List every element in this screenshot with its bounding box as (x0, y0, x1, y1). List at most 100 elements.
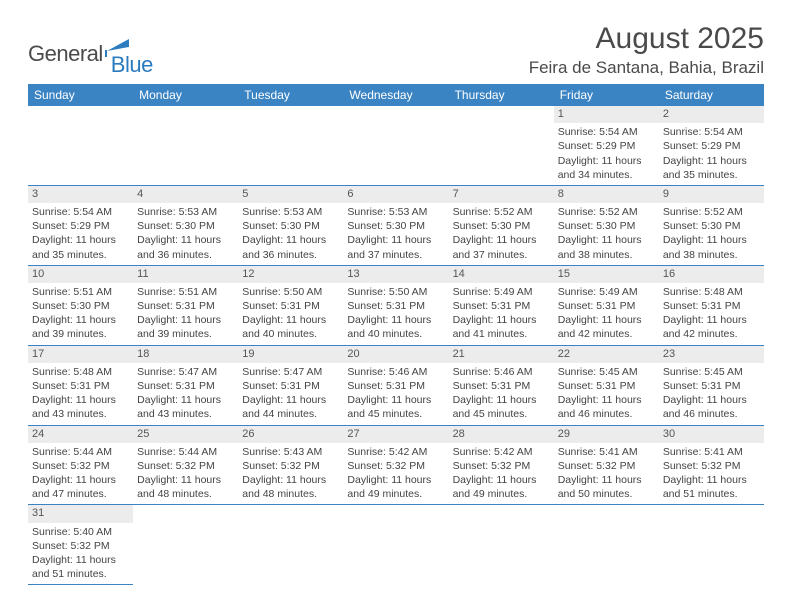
calendar-cell: 28Sunrise: 5:42 AMSunset: 5:32 PMDayligh… (449, 425, 554, 505)
calendar-cell: 30Sunrise: 5:41 AMSunset: 5:32 PMDayligh… (659, 425, 764, 505)
calendar-cell: 9Sunrise: 5:52 AMSunset: 5:30 PMDaylight… (659, 185, 764, 265)
calendar-cell: 19Sunrise: 5:47 AMSunset: 5:31 PMDayligh… (238, 345, 343, 425)
calendar-cell: 20Sunrise: 5:46 AMSunset: 5:31 PMDayligh… (343, 345, 448, 425)
calendar-cell: 31Sunrise: 5:40 AMSunset: 5:32 PMDayligh… (28, 505, 133, 585)
calendar-cell: 11Sunrise: 5:51 AMSunset: 5:31 PMDayligh… (133, 265, 238, 345)
weekday-header-row: Sunday Monday Tuesday Wednesday Thursday… (28, 84, 764, 106)
day-number: 14 (449, 266, 554, 283)
day-info: Sunrise: 5:47 AMSunset: 5:31 PMDaylight:… (238, 363, 343, 425)
day-info: Sunrise: 5:41 AMSunset: 5:32 PMDaylight:… (659, 443, 764, 505)
calendar-row: 1Sunrise: 5:54 AMSunset: 5:29 PMDaylight… (28, 106, 764, 185)
logo-text-general: General (28, 41, 103, 67)
calendar-cell: 26Sunrise: 5:43 AMSunset: 5:32 PMDayligh… (238, 425, 343, 505)
calendar-row: 3Sunrise: 5:54 AMSunset: 5:29 PMDaylight… (28, 185, 764, 265)
day-info: Sunrise: 5:53 AMSunset: 5:30 PMDaylight:… (343, 203, 448, 265)
day-info: Sunrise: 5:44 AMSunset: 5:32 PMDaylight:… (28, 443, 133, 505)
day-info: Sunrise: 5:54 AMSunset: 5:29 PMDaylight:… (554, 123, 659, 185)
day-number: 16 (659, 266, 764, 283)
day-number: 1 (554, 106, 659, 123)
calendar-cell (343, 505, 448, 585)
day-info: Sunrise: 5:42 AMSunset: 5:32 PMDaylight:… (343, 443, 448, 505)
day-info: Sunrise: 5:48 AMSunset: 5:31 PMDaylight:… (28, 363, 133, 425)
calendar-cell (449, 505, 554, 585)
day-info: Sunrise: 5:40 AMSunset: 5:32 PMDaylight:… (28, 523, 133, 585)
day-info: Sunrise: 5:41 AMSunset: 5:32 PMDaylight:… (554, 443, 659, 505)
day-info: Sunrise: 5:52 AMSunset: 5:30 PMDaylight:… (449, 203, 554, 265)
calendar-cell (343, 106, 448, 185)
day-number: 21 (449, 346, 554, 363)
day-number: 20 (343, 346, 448, 363)
weekday-header: Monday (133, 84, 238, 106)
day-number: 12 (238, 266, 343, 283)
day-number: 28 (449, 426, 554, 443)
day-info: Sunrise: 5:48 AMSunset: 5:31 PMDaylight:… (659, 283, 764, 345)
day-info: Sunrise: 5:49 AMSunset: 5:31 PMDaylight:… (449, 283, 554, 345)
calendar-cell (659, 505, 764, 585)
calendar-table: Sunday Monday Tuesday Wednesday Thursday… (28, 84, 764, 585)
day-number: 3 (28, 186, 133, 203)
day-info: Sunrise: 5:52 AMSunset: 5:30 PMDaylight:… (554, 203, 659, 265)
calendar-cell (28, 106, 133, 185)
day-number: 30 (659, 426, 764, 443)
day-number: 13 (343, 266, 448, 283)
logo: General Blue (28, 30, 153, 78)
day-info: Sunrise: 5:51 AMSunset: 5:31 PMDaylight:… (133, 283, 238, 345)
day-number: 8 (554, 186, 659, 203)
day-number: 27 (343, 426, 448, 443)
calendar-cell (133, 106, 238, 185)
calendar-cell: 7Sunrise: 5:52 AMSunset: 5:30 PMDaylight… (449, 185, 554, 265)
day-info: Sunrise: 5:52 AMSunset: 5:30 PMDaylight:… (659, 203, 764, 265)
day-number: 29 (554, 426, 659, 443)
day-info: Sunrise: 5:50 AMSunset: 5:31 PMDaylight:… (343, 283, 448, 345)
day-info: Sunrise: 5:44 AMSunset: 5:32 PMDaylight:… (133, 443, 238, 505)
calendar-cell: 1Sunrise: 5:54 AMSunset: 5:29 PMDaylight… (554, 106, 659, 185)
day-number: 5 (238, 186, 343, 203)
calendar-cell (238, 505, 343, 585)
day-number: 2 (659, 106, 764, 123)
header: General Blue August 2025 Feira de Santan… (28, 22, 764, 78)
calendar-row: 24Sunrise: 5:44 AMSunset: 5:32 PMDayligh… (28, 425, 764, 505)
day-info: Sunrise: 5:50 AMSunset: 5:31 PMDaylight:… (238, 283, 343, 345)
calendar-cell: 13Sunrise: 5:50 AMSunset: 5:31 PMDayligh… (343, 265, 448, 345)
day-number: 23 (659, 346, 764, 363)
day-info: Sunrise: 5:47 AMSunset: 5:31 PMDaylight:… (133, 363, 238, 425)
calendar-cell (133, 505, 238, 585)
day-number: 19 (238, 346, 343, 363)
calendar-cell: 21Sunrise: 5:46 AMSunset: 5:31 PMDayligh… (449, 345, 554, 425)
day-number: 17 (28, 346, 133, 363)
calendar-cell (238, 106, 343, 185)
calendar-cell: 25Sunrise: 5:44 AMSunset: 5:32 PMDayligh… (133, 425, 238, 505)
day-info: Sunrise: 5:46 AMSunset: 5:31 PMDaylight:… (343, 363, 448, 425)
day-number: 9 (659, 186, 764, 203)
calendar-cell: 17Sunrise: 5:48 AMSunset: 5:31 PMDayligh… (28, 345, 133, 425)
calendar-cell: 18Sunrise: 5:47 AMSunset: 5:31 PMDayligh… (133, 345, 238, 425)
calendar-cell (449, 106, 554, 185)
day-info: Sunrise: 5:43 AMSunset: 5:32 PMDaylight:… (238, 443, 343, 505)
day-number: 4 (133, 186, 238, 203)
day-number: 31 (28, 505, 133, 522)
day-info: Sunrise: 5:42 AMSunset: 5:32 PMDaylight:… (449, 443, 554, 505)
location-text: Feira de Santana, Bahia, Brazil (529, 58, 764, 78)
calendar-cell: 16Sunrise: 5:48 AMSunset: 5:31 PMDayligh… (659, 265, 764, 345)
day-number: 6 (343, 186, 448, 203)
calendar-row: 17Sunrise: 5:48 AMSunset: 5:31 PMDayligh… (28, 345, 764, 425)
logo-text-blue: Blue (111, 52, 153, 78)
day-number: 7 (449, 186, 554, 203)
calendar-cell: 24Sunrise: 5:44 AMSunset: 5:32 PMDayligh… (28, 425, 133, 505)
calendar-row: 10Sunrise: 5:51 AMSunset: 5:30 PMDayligh… (28, 265, 764, 345)
day-info: Sunrise: 5:45 AMSunset: 5:31 PMDaylight:… (659, 363, 764, 425)
day-info: Sunrise: 5:53 AMSunset: 5:30 PMDaylight:… (238, 203, 343, 265)
calendar-cell: 23Sunrise: 5:45 AMSunset: 5:31 PMDayligh… (659, 345, 764, 425)
day-number: 26 (238, 426, 343, 443)
calendar-cell: 29Sunrise: 5:41 AMSunset: 5:32 PMDayligh… (554, 425, 659, 505)
day-number: 24 (28, 426, 133, 443)
day-number: 18 (133, 346, 238, 363)
weekday-header: Saturday (659, 84, 764, 106)
calendar-cell: 12Sunrise: 5:50 AMSunset: 5:31 PMDayligh… (238, 265, 343, 345)
day-number: 10 (28, 266, 133, 283)
day-info: Sunrise: 5:49 AMSunset: 5:31 PMDaylight:… (554, 283, 659, 345)
calendar-cell: 2Sunrise: 5:54 AMSunset: 5:29 PMDaylight… (659, 106, 764, 185)
month-title: August 2025 (529, 22, 764, 56)
day-number: 22 (554, 346, 659, 363)
calendar-row: 31Sunrise: 5:40 AMSunset: 5:32 PMDayligh… (28, 505, 764, 585)
